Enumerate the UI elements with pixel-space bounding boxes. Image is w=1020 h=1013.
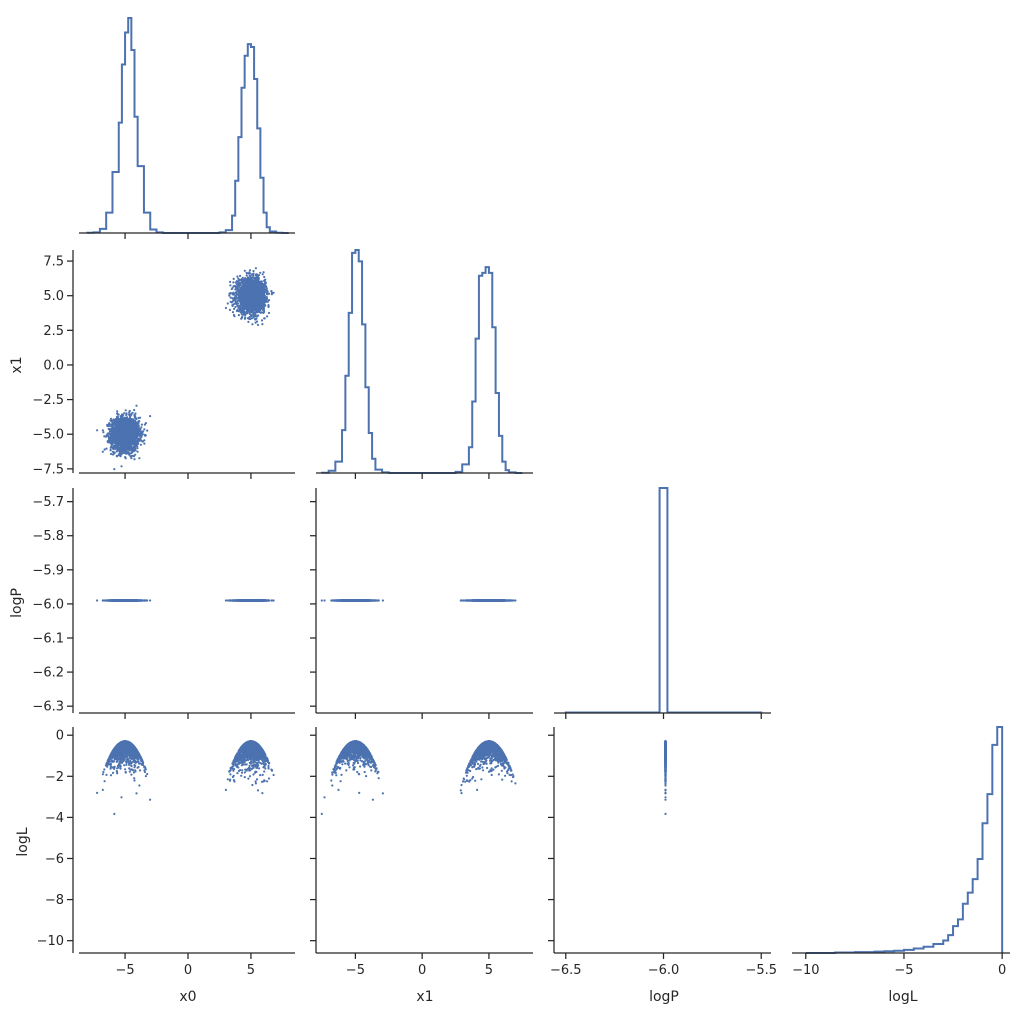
- scatter-point: [137, 451, 139, 453]
- scatter-point: [139, 417, 141, 419]
- scatter-point: [96, 429, 98, 431]
- scatter-point: [133, 458, 135, 460]
- scatter-point: [110, 449, 112, 451]
- bottom-axis-logP: [554, 713, 771, 719]
- scatter-point: [123, 412, 125, 414]
- scatter-point: [135, 405, 137, 407]
- plot-root: −10 −5 0−7.5−5.0−2.50.02.55.07.5−6.3−6.2−6…: [32, 18, 1010, 978]
- scatter-point: [138, 457, 140, 459]
- scatter-point: [102, 451, 104, 453]
- hist-logP: [566, 488, 761, 713]
- scatter-point: [140, 444, 142, 446]
- scatter-point: [132, 412, 134, 414]
- scatter-point: [110, 453, 112, 455]
- x-tick-label: 0: [998, 963, 1006, 978]
- scatter-point: [112, 453, 114, 455]
- scatter-x0-x1: [96, 267, 275, 470]
- hist-outline-logL: [806, 727, 1002, 953]
- hist-logL: [806, 727, 1002, 953]
- x-tick-label: −5: [894, 963, 913, 978]
- scatter-point: [104, 448, 106, 450]
- scatter-point: [125, 412, 127, 414]
- scatter-point: [106, 434, 108, 436]
- hist-outline-logP: [566, 488, 761, 713]
- scatter-point: [108, 425, 110, 427]
- hist-x0: [87, 18, 288, 233]
- hist-outline-x1: [322, 250, 522, 473]
- scatter-point: [146, 430, 148, 432]
- scatter-point: [110, 420, 112, 422]
- scatter-point: [120, 465, 122, 467]
- hist-x1: [322, 250, 522, 473]
- x-tick-label: −10: [792, 963, 819, 978]
- hist-outline-x0: [87, 18, 288, 233]
- scatter-point: [113, 468, 115, 470]
- scatter-point: [102, 431, 104, 433]
- bottom-axis-logL: −10 −5 0: [792, 953, 1010, 978]
- scatter-point: [143, 443, 145, 445]
